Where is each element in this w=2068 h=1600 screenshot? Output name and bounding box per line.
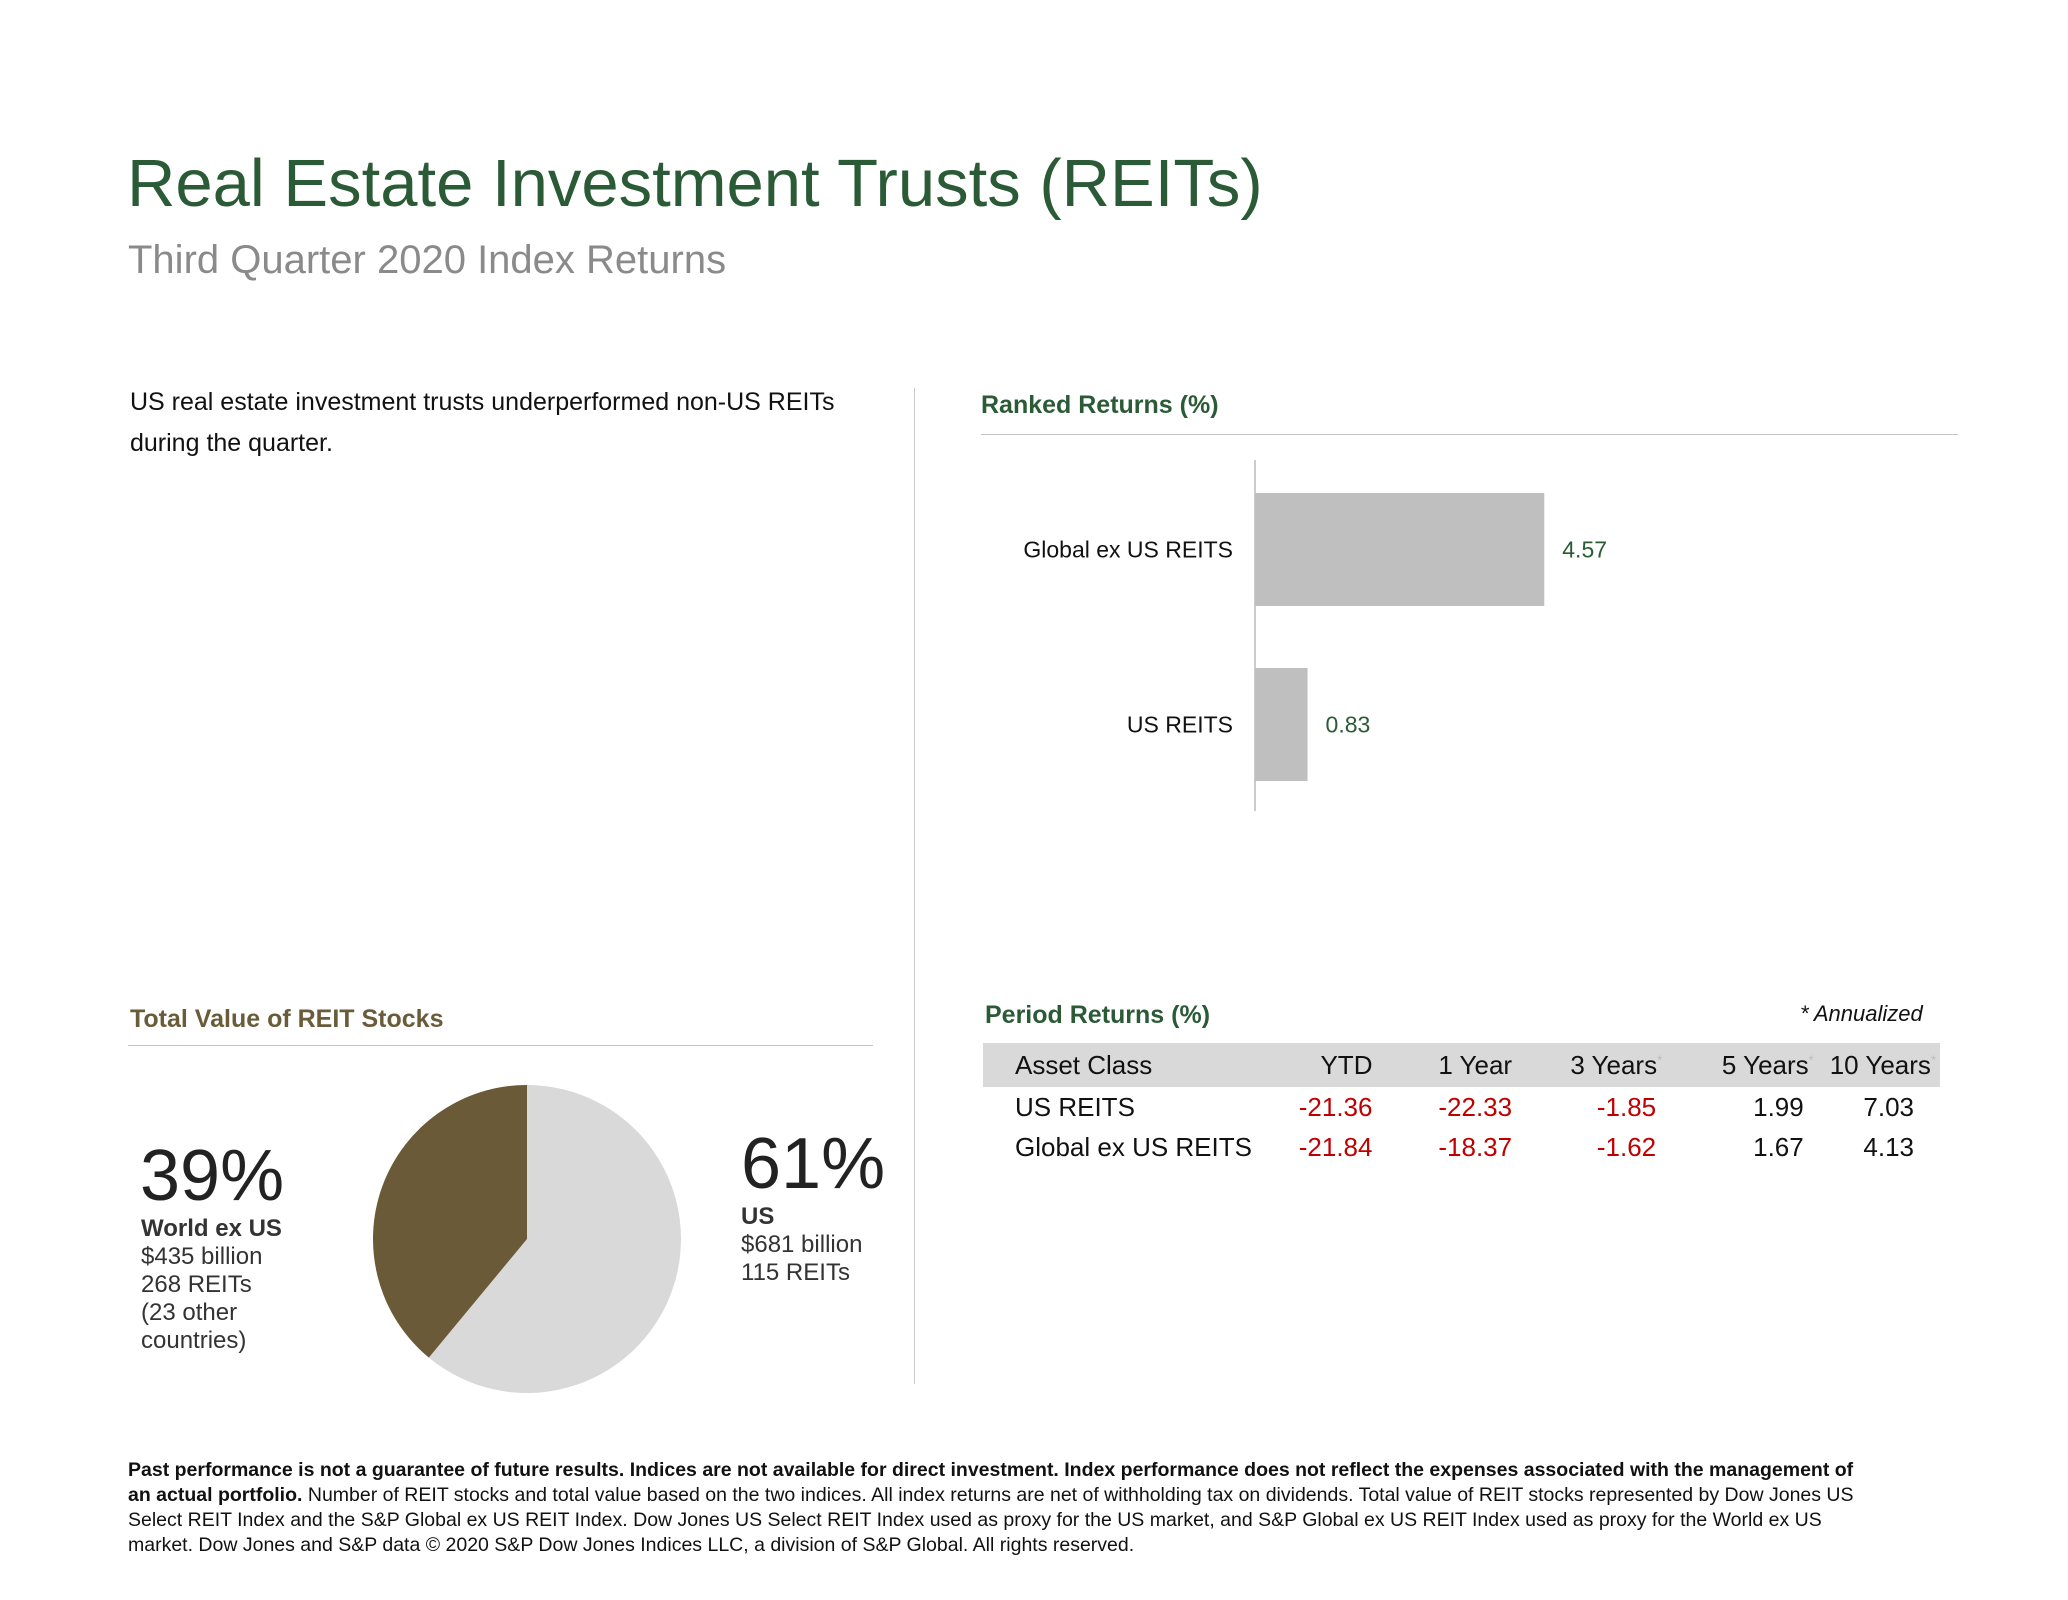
star-marker: *	[1657, 1051, 1663, 1067]
col-header-3-years-label: 3 Years	[1570, 1049, 1658, 1080]
col-header-5-years: 5 Years*	[1676, 1043, 1830, 1087]
pie-section-title: Total Value of REIT Stocks	[130, 1005, 444, 1033]
col-header-5-years-label: 5 Years	[1721, 1049, 1809, 1080]
intro-text: US real estate investment trusts underpe…	[130, 388, 835, 457]
cell-5-years: 1.67	[1753, 1131, 1804, 1162]
world-ex-us-count: 268 REITs	[141, 1271, 252, 1298]
cell-10-years: 7.03	[1863, 1091, 1914, 1122]
cell-5-years: 1.99	[1753, 1091, 1804, 1122]
bar-category-label: Global ex US REITS	[1023, 537, 1233, 563]
table-row: Global ex US REITS -21.84 -18.37 -1.62 1…	[983, 1127, 1940, 1167]
us-details: US $681 billion 115 REITs	[741, 1203, 901, 1287]
cell-ytd: -21.84	[1298, 1131, 1373, 1162]
table-header-row: Asset Class YTD 1 Year 3 Years* 5 Years*…	[983, 1043, 1940, 1087]
row-asset-name: US REITS	[1015, 1091, 1135, 1122]
world-ex-us-value: $435 billion	[141, 1243, 263, 1270]
col-header-ytd: YTD	[1264, 1043, 1395, 1087]
star-marker: *	[1808, 1051, 1814, 1067]
us-percent: 61%	[741, 1124, 886, 1204]
annualized-note: * Annualized	[1800, 1001, 1923, 1026]
bar-0	[1255, 493, 1545, 606]
disclaimer-body: Number of REIT stocks and total value ba…	[128, 1484, 1854, 1556]
world-ex-us-label: World ex US	[141, 1215, 282, 1242]
us-count: 115 REITs	[741, 1259, 850, 1286]
table-row: US REITS -21.36 -22.33 -1.85 1.99 7.03	[983, 1087, 1940, 1127]
bar-value-label: 0.83	[1326, 712, 1371, 738]
cell-3-years: -1.85	[1596, 1091, 1657, 1122]
star-marker: *	[1930, 1051, 1936, 1067]
cell-1-year: -22.33	[1438, 1091, 1513, 1122]
world-ex-us-percent: 39%	[140, 1136, 285, 1216]
world-ex-us-details: World ex US $435 billion 268 REITs (23 o…	[141, 1215, 301, 1355]
bar-category-label: US REITS	[1127, 712, 1233, 738]
cell-ytd: -21.36	[1298, 1091, 1373, 1122]
period-returns-title: Period Returns (%)	[985, 1001, 1211, 1029]
bar-1	[1255, 668, 1308, 781]
ranked-returns-title: Ranked Returns (%)	[981, 391, 1219, 419]
col-header-1-year: 1 Year	[1394, 1043, 1535, 1087]
disclaimer-text: Past performance is not a guarantee of f…	[128, 1458, 1858, 1558]
us-value: $681 billion	[741, 1231, 863, 1258]
vertical-divider	[914, 388, 915, 1384]
reit-value-pie-chart	[373, 1085, 681, 1393]
world-ex-us-note: (23 other countries)	[141, 1299, 247, 1354]
pie-section-rule	[128, 1045, 873, 1046]
col-header-10-years-label: 10 Years	[1829, 1049, 1931, 1080]
pie-slice-us	[428, 1085, 681, 1393]
col-header-10-years: 10 Years*	[1829, 1043, 1940, 1087]
period-returns-table: Asset Class YTD 1 Year 3 Years* 5 Years*…	[983, 1043, 1940, 1167]
us-label: US	[741, 1203, 775, 1230]
row-asset-name: Global ex US REITS	[1015, 1131, 1252, 1162]
cell-1-year: -18.37	[1438, 1131, 1513, 1162]
col-header-asset-class: Asset Class	[983, 1043, 1265, 1087]
col-header-3-years: 3 Years*	[1534, 1043, 1677, 1087]
page-title: Real Estate Investment Trusts (REITs)	[127, 146, 1263, 221]
cell-10-years: 4.13	[1863, 1131, 1914, 1162]
pie-slice-world-ex-us	[373, 1085, 527, 1358]
ranked-returns-rule	[981, 434, 1958, 435]
disclaimer-bold: Past performance is not a guarantee of f…	[128, 1459, 1854, 1506]
bar-value-label: 4.57	[1562, 537, 1607, 563]
page-subtitle: Third Quarter 2020 Index Returns	[128, 238, 727, 282]
cell-3-years: -1.62	[1596, 1131, 1657, 1162]
ranked-returns-chart: Global ex US REITS 4.57 US REITS 0.83	[1023, 460, 1607, 811]
